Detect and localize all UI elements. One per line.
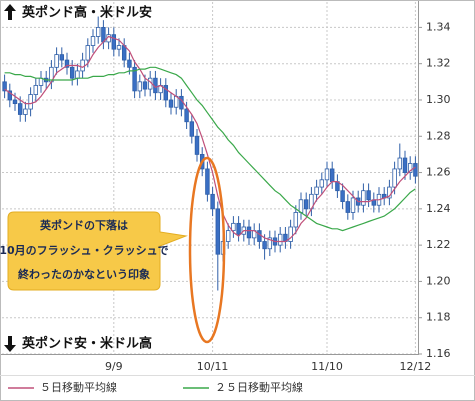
candle-body bbox=[366, 190, 371, 201]
annotation: 英ポンド安・米ドル高 bbox=[21, 336, 152, 352]
x-tick-label: 9/9 bbox=[105, 360, 123, 373]
candle-body bbox=[2, 81, 7, 92]
candle-body bbox=[387, 186, 392, 199]
candle-body bbox=[246, 226, 252, 239]
y-tick-label: 1.28 bbox=[426, 129, 451, 142]
candle-body bbox=[59, 54, 65, 61]
candle-body bbox=[392, 168, 397, 188]
callout-text: 終わったのかなという印象 bbox=[18, 267, 150, 281]
candle-body bbox=[303, 199, 309, 210]
moving-average-line bbox=[4, 66, 416, 232]
candle-body bbox=[80, 59, 85, 72]
candle-body bbox=[350, 197, 356, 213]
y-tick-label: 1.16 bbox=[426, 347, 451, 360]
candle-body bbox=[293, 212, 299, 228]
candle-body bbox=[329, 168, 335, 183]
x-tick-label: 10/11 bbox=[197, 360, 229, 373]
candle-body bbox=[262, 241, 267, 250]
candle-body bbox=[12, 99, 18, 105]
candle-body bbox=[23, 108, 28, 115]
candle-body bbox=[210, 193, 215, 210]
candle-body bbox=[54, 54, 59, 68]
y-tick-label: 1.22 bbox=[426, 238, 451, 251]
candle-body bbox=[189, 121, 195, 137]
candle-body bbox=[168, 99, 174, 108]
candle-body bbox=[298, 199, 304, 213]
y-tick-label: 1.20 bbox=[426, 274, 451, 287]
candle-body bbox=[267, 237, 273, 250]
legend-label: ５日移動平均線 bbox=[40, 380, 117, 394]
y-tick-label: 1.34 bbox=[426, 20, 451, 33]
candle-body bbox=[95, 27, 101, 37]
highlight-ellipse bbox=[188, 156, 226, 344]
moving-average-line bbox=[4, 35, 416, 243]
candle-body bbox=[257, 230, 262, 242]
candle-body bbox=[345, 201, 351, 213]
candle-body bbox=[111, 34, 117, 50]
candle-body bbox=[7, 90, 13, 101]
candle-body bbox=[397, 157, 403, 170]
y-tick-label: 1.32 bbox=[426, 57, 451, 70]
candle-body bbox=[121, 45, 127, 61]
candle-body bbox=[132, 66, 137, 92]
candle-body bbox=[38, 77, 44, 86]
candle-body bbox=[194, 135, 200, 155]
candle-body bbox=[90, 36, 96, 46]
candle-body bbox=[163, 85, 169, 101]
x-tick-label: 11/10 bbox=[311, 360, 343, 373]
candle-body bbox=[319, 179, 325, 188]
candle-body bbox=[402, 157, 408, 173]
down-arrow bbox=[4, 336, 16, 352]
callout-box bbox=[7, 211, 188, 291]
candle-body bbox=[314, 186, 319, 195]
candle-body bbox=[127, 59, 132, 68]
candle-body bbox=[407, 163, 413, 173]
candle-body bbox=[85, 45, 91, 61]
candle-body bbox=[324, 168, 330, 181]
callout-text: 10月のフラッシュ・クラッシュで bbox=[0, 244, 169, 257]
candle-body bbox=[184, 108, 189, 123]
candle-body bbox=[28, 94, 33, 110]
candle-body bbox=[361, 190, 366, 206]
candle-body bbox=[17, 103, 23, 115]
candle-body bbox=[69, 66, 75, 79]
candle-body bbox=[340, 190, 345, 202]
y-tick-label: 1.26 bbox=[426, 166, 451, 179]
candle-body bbox=[142, 81, 148, 90]
candle-body bbox=[413, 163, 418, 177]
candle-body bbox=[236, 222, 241, 235]
callout-text: 英ポンドの下落は bbox=[39, 218, 128, 232]
annotation: 英ポンド高・米ドル安 bbox=[21, 5, 152, 21]
x-tick-label: 12/12 bbox=[400, 360, 432, 373]
y-tick-label: 1.18 bbox=[426, 311, 451, 324]
candle-body bbox=[33, 85, 39, 95]
candle-body bbox=[116, 45, 122, 50]
candle-body bbox=[288, 226, 293, 242]
candle-body bbox=[75, 70, 80, 79]
up-arrow bbox=[4, 4, 16, 20]
y-tick-label: 1.24 bbox=[426, 202, 451, 215]
plot bbox=[2, 2, 418, 355]
candle-body bbox=[137, 81, 143, 92]
y-tick-label: 1.30 bbox=[426, 93, 451, 106]
candle-body bbox=[205, 168, 210, 195]
candle-body bbox=[277, 233, 283, 246]
candle-body bbox=[231, 222, 236, 232]
candle-body bbox=[215, 208, 221, 255]
candle-body bbox=[225, 230, 231, 242]
candle-body bbox=[64, 59, 70, 68]
legend-label: ２５日移動平均線 bbox=[215, 380, 303, 394]
